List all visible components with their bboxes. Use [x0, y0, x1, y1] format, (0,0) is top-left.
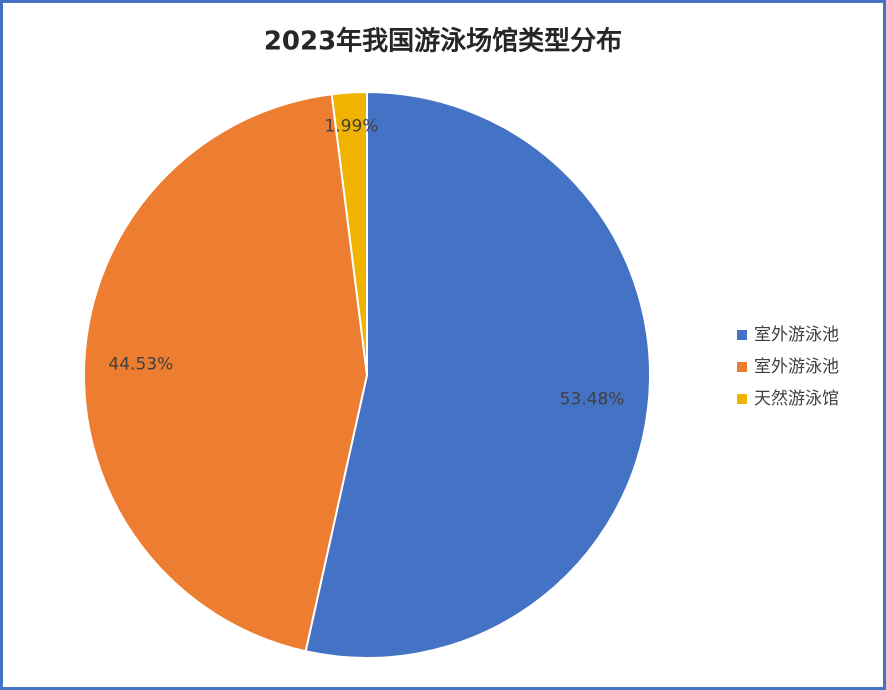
data-label: 1.99%	[324, 116, 378, 136]
data-label: 53.48%	[560, 390, 625, 410]
legend-label: 室外游泳池	[754, 325, 839, 345]
data-label: 44.53%	[108, 354, 173, 374]
legend-label: 天然游泳馆	[754, 389, 839, 409]
chart-title: 2023年我国游泳场馆类型分布	[264, 26, 622, 57]
pie-slice	[304, 90, 651, 659]
legend-swatch	[737, 362, 747, 372]
pie-slice	[330, 90, 368, 376]
legend-swatch	[737, 330, 747, 340]
pie-slice	[83, 93, 369, 653]
legend-label: 室外游泳池	[754, 357, 839, 377]
legend-swatch	[737, 394, 747, 404]
